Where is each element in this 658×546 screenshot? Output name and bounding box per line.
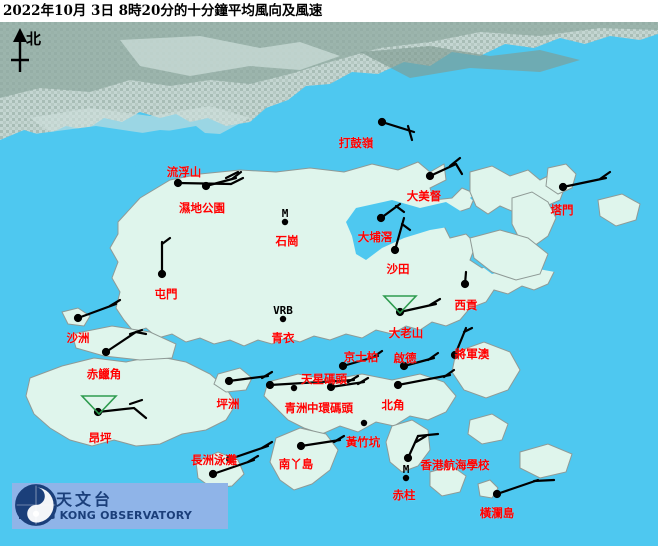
barb-chek-lap-kok (101, 328, 148, 357)
station-label-tseung-kwan-o[interactable]: 將軍澳 (454, 347, 490, 361)
station-dots (279, 218, 410, 482)
station-label-lamma-island[interactable]: 南丫島 (278, 457, 314, 471)
barb-star-ferry (326, 376, 370, 392)
barb-kings-park (338, 349, 384, 371)
marker-ngong-ping-triangle (80, 395, 118, 416)
wind-barbs (73, 117, 612, 499)
hko-logo: 香港天文台 HONG KONG OBSERVATORY (12, 483, 228, 529)
station-label-tai-mei-tuk[interactable]: 大美督 (406, 189, 442, 203)
station-label-kings-park[interactable]: 京士柏 (343, 350, 379, 364)
station-label-ta-kwu-ling[interactable]: 打鼓嶺 (338, 136, 374, 150)
barb-tuen-mun (157, 236, 172, 279)
station-label-tai-po-kau[interactable]: 大埔滘 (357, 230, 393, 244)
dot-tsing-yi (279, 315, 287, 323)
station-label-wetland-park[interactable]: 濕地公園 (179, 201, 225, 215)
marker-tates-cairn-triangle (382, 295, 418, 315)
chek-lap-kok-airport (71, 325, 177, 361)
north-arrow-label: 北 (26, 30, 42, 48)
barb-central-pier (265, 374, 360, 390)
stanley-peninsula (385, 419, 431, 473)
station-flag-tsing-yi: VRB (273, 304, 293, 317)
barb-kai-tak (399, 351, 440, 371)
station-label-star-ferry[interactable]: 天星碼頭 (301, 372, 347, 386)
po-toi-islets (429, 465, 467, 497)
barb-lamma-island (296, 434, 346, 451)
station-label-green-island[interactable]: 青洲 (284, 401, 308, 415)
plover-cove-islands (511, 191, 557, 247)
victoria-harbour (224, 346, 470, 374)
dot-wong-chuk-hang (360, 419, 368, 427)
station-label-lau-fau-shan[interactable]: 流浮山 (166, 165, 202, 179)
hko-logo-english: HONG KONG OBSERVATORY (18, 508, 193, 522)
ne-islets (597, 193, 641, 227)
deep-bay (34, 126, 214, 172)
dot-stanley (402, 474, 410, 482)
barb-wetland-park (201, 170, 243, 191)
barb-north-point (393, 368, 456, 390)
station-label-peng-chau[interactable]: 坪洲 (216, 397, 240, 411)
station-label-shek-kong[interactable]: 石崗 (275, 234, 299, 248)
station-label-ngong-ping[interactable]: 昂坪 (88, 431, 112, 445)
barb-sha-tin (390, 216, 412, 255)
barb-sha-chau (73, 298, 122, 323)
station-label-hk-sea-school[interactable]: 香港航海學校 (420, 458, 490, 472)
clearwater-bay-pen (451, 341, 521, 399)
station-label-cheung-chau-beach[interactable]: 長洲泳灘 (191, 453, 237, 467)
dot-green-island (290, 384, 298, 392)
barb-hk-sea-school (403, 432, 440, 463)
barb-peng-chau (224, 370, 274, 386)
station-label-sha-chau[interactable]: 沙洲 (66, 331, 90, 345)
se-islets (519, 443, 573, 479)
barb-tai-po-kau (376, 202, 406, 223)
mainland-urban-light (120, 36, 340, 76)
mainland-veg (360, 46, 580, 78)
station-label-tsing-yi[interactable]: 青衣 (271, 331, 295, 345)
tolo-harbour (346, 200, 462, 260)
mountain-station-markers (80, 295, 418, 416)
barb-tai-mei-tuk (425, 156, 464, 181)
barb-tseung-kwan-o (450, 326, 474, 360)
station-label-central-pier[interactable]: 中環碼頭 (307, 401, 353, 415)
map-basemap (0, 22, 658, 546)
station-label-tates-cairn[interactable]: 大老山 (388, 326, 424, 340)
barb-ta-kwu-ling (377, 117, 416, 142)
station-label-waglan-island[interactable]: 橫瀾島 (479, 506, 515, 520)
tung-lung-chau (467, 413, 509, 445)
station-label-wong-chuk-hang[interactable]: 黃竹坑 (345, 435, 381, 449)
barb-sai-kung (460, 270, 470, 289)
barb-waglan-island (492, 478, 556, 499)
dot-shek-kong (281, 218, 289, 226)
station-label-kai-tak[interactable]: 啟德 (393, 351, 417, 365)
barb-cheung-chau (208, 454, 260, 479)
station-label-sha-tin[interactable]: 沙田 (386, 262, 410, 276)
map-canvas[interactable]: 北 打鼓嶺流浮山濕地公園石崗 M 大美督塔門大埔滘沙田屯門沙洲赤鱲角昂坪 坪洲長洲泳灘… (0, 22, 658, 546)
station-label-stanley[interactable]: 赤柱 (392, 488, 416, 502)
station-label-chek-lap-kok[interactable]: 赤鱲角 (86, 367, 122, 381)
barb-tap-mun (558, 170, 612, 192)
station-flag-stanley: M (402, 463, 410, 476)
hko-logo-mark (15, 484, 57, 526)
station-label-north-point[interactable]: 北角 (381, 398, 405, 412)
sai-kung-east (469, 229, 549, 281)
page-title: 2022年10月 3日 8時20分的十分鐘平均風向及風速 (0, 0, 658, 22)
north-arrow: 北 (4, 26, 62, 82)
station-label-sai-kung[interactable]: 西貢 (454, 298, 478, 312)
barb-cheung-chau-beach (225, 440, 274, 464)
station-flag-shek-kong: M (281, 207, 289, 220)
hong-kong-island (263, 373, 457, 435)
station-label-tuen-mun[interactable]: 屯門 (154, 287, 178, 301)
station-label-tap-mun[interactable]: 塔門 (550, 203, 574, 217)
